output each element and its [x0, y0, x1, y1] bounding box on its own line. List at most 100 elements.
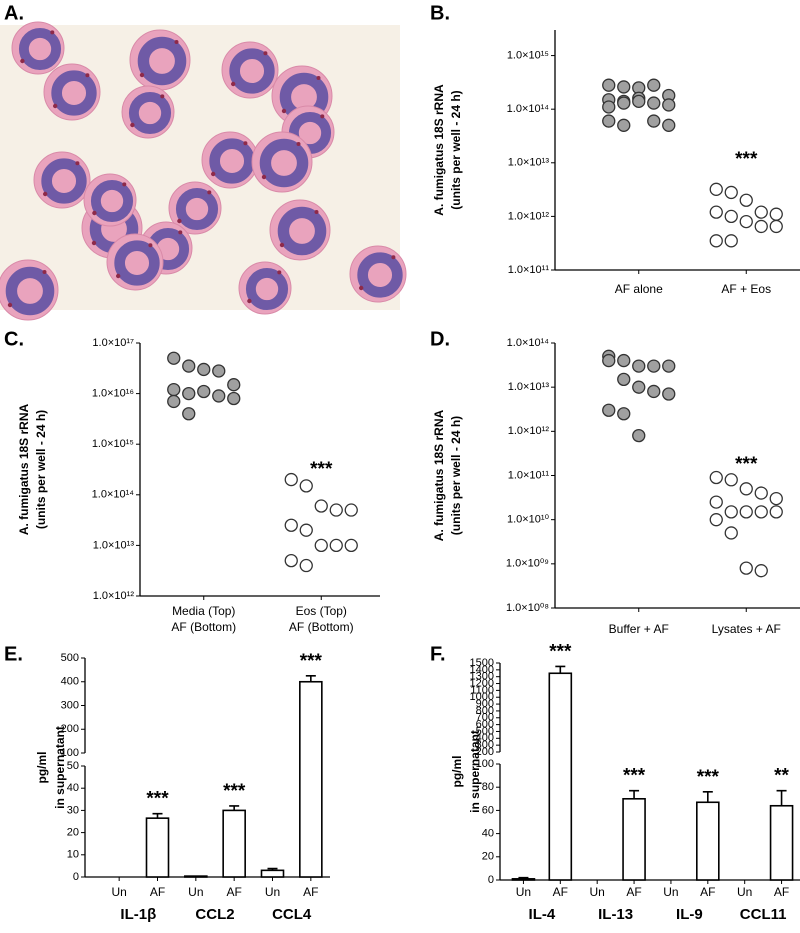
- x-tick-label: AF: [774, 885, 789, 899]
- y-tick-label: 1.0×10⁰⁹: [506, 558, 549, 570]
- data-point: [647, 96, 661, 110]
- y-tick-label: 1.0×10¹⁵: [92, 438, 134, 450]
- y-tick-label: 1.0×10¹⁵: [507, 49, 549, 61]
- cell-nucleus: [209, 138, 255, 184]
- bar: [696, 801, 720, 881]
- bar: [260, 869, 285, 878]
- error-bar: [702, 791, 713, 803]
- cell-nucleus: [259, 138, 309, 188]
- data-point: [769, 219, 783, 234]
- y-tick-label: 1.0×10¹⁴: [507, 103, 550, 115]
- cell-nucleus: [229, 48, 275, 94]
- y-tick-label: 100: [476, 758, 494, 770]
- upper-y-tick-label: 500: [61, 652, 79, 664]
- upper-y-tick-label: 800: [476, 705, 494, 717]
- bar: [769, 804, 794, 881]
- bar: [145, 817, 170, 878]
- data-point: [709, 513, 723, 527]
- y-tick-label: 1.0×10¹³: [508, 381, 550, 393]
- cell-granule: [207, 190, 212, 195]
- cell-granule: [53, 103, 58, 109]
- y-axis-label: (units per well - 24 h): [449, 90, 463, 209]
- cell-granule: [359, 285, 364, 291]
- cell-granule: [296, 142, 301, 146]
- cell-nucleus: [5, 266, 55, 316]
- data-point: [724, 505, 738, 519]
- x-tick-label: AF + Eos: [721, 282, 771, 296]
- data-point: [632, 428, 646, 443]
- data-point: [602, 353, 616, 368]
- y-tick-label: 1.0×10¹²: [508, 210, 550, 222]
- y-axis-label: (units per well - 24 h): [449, 416, 463, 535]
- data-point: [344, 503, 358, 517]
- data-point: [167, 382, 181, 397]
- data-point: [647, 384, 661, 399]
- significance: ***: [735, 454, 758, 475]
- data-point: [329, 503, 343, 517]
- bar: [299, 680, 323, 878]
- x-tick-label: AF: [150, 885, 165, 899]
- x-tick-label: AF alone: [615, 282, 663, 296]
- x-tick-label: Un: [188, 885, 203, 899]
- data-point: [754, 505, 768, 519]
- upper-y-tick-label: 700: [476, 712, 494, 724]
- cell-granule: [50, 30, 55, 35]
- significance: ***: [300, 651, 323, 672]
- cell-granule: [130, 122, 135, 128]
- x-tick-label: AF: [303, 885, 318, 899]
- data-point: [709, 495, 723, 509]
- data-point: [724, 209, 738, 224]
- cell-granule: [148, 243, 153, 248]
- panel-label: F.: [430, 643, 446, 665]
- y-axis-label: (units per well - 24 h): [34, 410, 48, 529]
- x-tick-label: Un: [663, 885, 678, 899]
- data-point: [769, 491, 783, 506]
- data-point: [662, 359, 676, 373]
- data-point: [617, 96, 631, 110]
- group-label: IL-9: [676, 906, 703, 923]
- cell-granule: [75, 161, 80, 166]
- x-tick-label: Eos (Top): [296, 604, 347, 618]
- panel-label: E.: [4, 643, 23, 665]
- upper-y-tick-label: 1100: [470, 684, 494, 696]
- data-point: [724, 185, 738, 200]
- data-point: [617, 80, 631, 94]
- cell-granule: [320, 114, 325, 119]
- cell-granule: [139, 72, 145, 78]
- x-tick-label: Un: [516, 885, 531, 899]
- y-axis-label: in supernatant: [53, 726, 67, 809]
- significance: ***: [310, 459, 333, 480]
- upper-y-tick-label: 300: [61, 699, 79, 711]
- upper-y-tick-label: 100: [61, 747, 79, 759]
- data-point: [182, 359, 196, 373]
- data-point: [227, 391, 241, 406]
- data-point: [709, 182, 723, 196]
- upper-y-tick-label: 1000: [470, 691, 494, 703]
- error-bar: [518, 876, 529, 879]
- data-point: [739, 505, 753, 519]
- y-axis-label: A. fumigatus 18S rRNA: [17, 403, 31, 535]
- x-tick-label: AF: [626, 885, 641, 899]
- data-point: [182, 407, 196, 421]
- cell-granule: [122, 182, 127, 187]
- data-point: [632, 94, 646, 108]
- cell-granule: [231, 81, 236, 87]
- data-point: [724, 473, 738, 487]
- data-point: [709, 470, 723, 485]
- data-point: [602, 403, 616, 417]
- cell-granule: [85, 73, 90, 78]
- cell-nucleus: [51, 70, 97, 116]
- x-tick-label: AF: [553, 885, 568, 899]
- y-tick-label: 1.0×10¹¹: [508, 469, 550, 481]
- data-point: [647, 114, 661, 128]
- cell-granule: [316, 76, 321, 80]
- data-point: [769, 505, 783, 519]
- y-tick-label: 50: [67, 760, 79, 772]
- upper-y-tick-label: 500: [476, 725, 494, 737]
- data-point: [197, 384, 211, 399]
- y-axis-label: pg/ml: [450, 756, 464, 788]
- cell-granule: [314, 210, 319, 214]
- cell-granule: [277, 270, 282, 275]
- error-bar: [229, 805, 240, 811]
